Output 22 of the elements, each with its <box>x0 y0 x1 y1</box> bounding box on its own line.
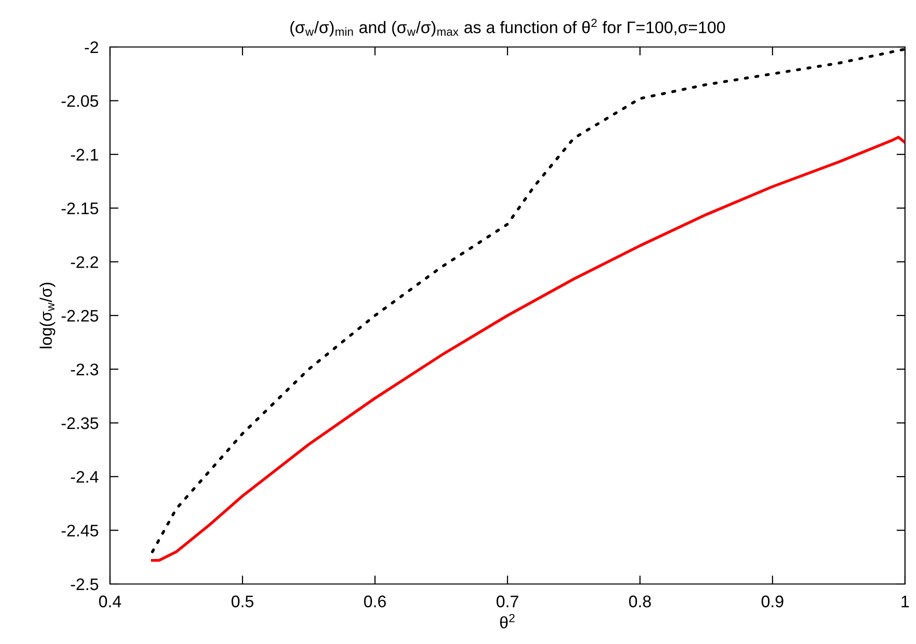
x-tick-label: 1 <box>902 596 909 608</box>
x-tick-label: 0.4 <box>99 596 122 608</box>
y-tick-label: -2.15 <box>62 202 98 214</box>
x-tick-label: 0.6 <box>364 596 386 608</box>
y-tick-label: -2.1 <box>70 148 98 160</box>
y-tick-label: -2.3 <box>70 364 98 376</box>
x-tick-label: 0.8 <box>629 596 651 608</box>
y-tick-label: -2.05 <box>62 95 98 107</box>
chart-title: (σ$_{w}$/σ)$_{min}$ and (σ$_{w}$/σ)$_{max}$ as a function of θ$^{2}$ for Γ=100,σ=100 <box>290 18 725 37</box>
x-axis-title: θ$^{2}$ <box>500 614 515 628</box>
y-tick-label: -2.45 <box>62 524 98 537</box>
y-tick-label: -2 <box>84 41 98 54</box>
y-tick-label: -2.25 <box>62 310 98 322</box>
line-series <box>151 136 905 562</box>
y-tick-label: -2.35 <box>62 417 98 430</box>
y-tick-label: -2.2 <box>70 256 98 268</box>
y-axis-title: log(σ$_{w}$/σ) <box>40 282 56 348</box>
y-tick-label: -2.5 <box>70 578 98 590</box>
x-tick-label: 0.7 <box>496 596 518 608</box>
y-tick-label: -2.4 <box>70 471 98 483</box>
x-tick-label: 0.5 <box>232 596 254 608</box>
x-tick-label: 0.9 <box>762 596 784 608</box>
